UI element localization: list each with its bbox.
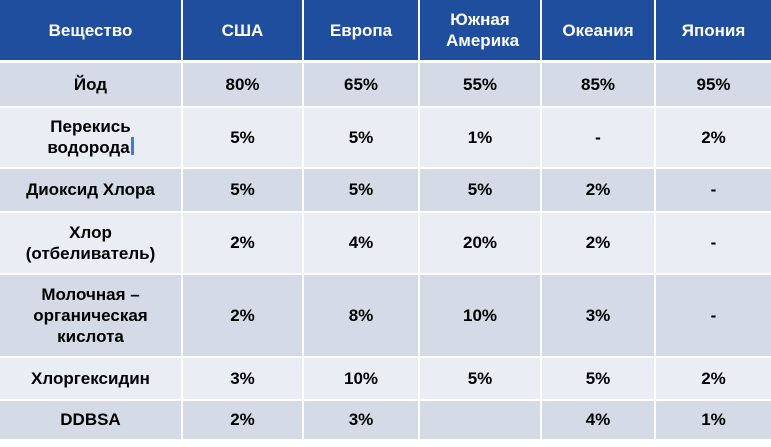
header-south-america: Южная Америка	[419, 0, 542, 63]
value-cell: 4%	[541, 399, 656, 441]
header-row: Вещество США Европа Южная Америка Океани…	[0, 0, 771, 63]
value-cell: -	[655, 167, 771, 213]
value-cell: 2%	[541, 211, 656, 275]
table-row: Диоксид Хлора 5% 5% 5% 2% -	[0, 167, 771, 213]
header-usa: США	[182, 0, 304, 63]
value-cell: 4%	[303, 211, 420, 275]
substance-name: Перекись водорода	[47, 117, 131, 157]
value-cell: 10%	[419, 273, 542, 358]
value-cell: 2%	[655, 356, 771, 401]
value-cell: 8%	[303, 273, 420, 358]
value-cell: 55%	[419, 61, 542, 108]
value-cell: 3%	[182, 356, 304, 401]
value-cell: 10%	[303, 356, 420, 401]
table-row: Йод 80% 65% 55% 85% 95%	[0, 61, 771, 108]
substance-name: DDBSA	[0, 399, 183, 441]
value-cell: 85%	[541, 61, 656, 108]
value-cell: 80%	[182, 61, 304, 108]
value-cell: 3%	[303, 399, 420, 441]
value-cell: 20%	[419, 211, 542, 275]
table-row: Перекись водорода 5% 5% 1% - 2%	[0, 106, 771, 169]
value-cell: 5%	[541, 356, 656, 401]
substance-name: Молочная – органическая кислота	[0, 273, 183, 358]
value-cell: 5%	[303, 106, 420, 169]
value-cell: 5%	[419, 167, 542, 213]
substance-name: Хлор (отбеливатель)	[0, 211, 183, 275]
value-cell: 3%	[541, 273, 656, 358]
substance-name: Йод	[0, 61, 183, 108]
value-cell: 5%	[419, 356, 542, 401]
substance-name: Хлоргексидин	[0, 356, 183, 401]
value-cell: -	[655, 211, 771, 275]
substance-name-cell: Перекись водорода	[0, 106, 183, 169]
substance-name: Диоксид Хлора	[0, 167, 183, 213]
header-europe: Европа	[303, 0, 420, 63]
value-cell: -	[541, 106, 656, 169]
value-cell: 2%	[182, 399, 304, 441]
table-row: Молочная – органическая кислота 2% 8% 10…	[0, 273, 771, 358]
value-cell: 5%	[303, 167, 420, 213]
header-oceania: Океания	[541, 0, 656, 63]
value-cell: 65%	[303, 61, 420, 108]
value-cell: 2%	[182, 273, 304, 358]
table-row: DDBSA 2% 3% 4% 1%	[0, 399, 771, 441]
table-row: Хлоргексидин 3% 10% 5% 5% 2%	[0, 356, 771, 401]
table-row: Хлор (отбеливатель) 2% 4% 20% 2% -	[0, 211, 771, 275]
value-cell: -	[655, 273, 771, 358]
value-cell	[419, 399, 542, 441]
text-cursor-marker	[130, 137, 134, 155]
value-cell: 1%	[655, 399, 771, 441]
value-cell: 2%	[541, 167, 656, 213]
value-cell: 1%	[419, 106, 542, 169]
value-cell: 2%	[182, 211, 304, 275]
header-substance: Вещество	[0, 0, 183, 63]
value-cell: 5%	[182, 167, 304, 213]
value-cell: 5%	[182, 106, 304, 169]
value-cell: 2%	[655, 106, 771, 169]
header-japan: Япония	[655, 0, 771, 63]
value-cell: 95%	[655, 61, 771, 108]
